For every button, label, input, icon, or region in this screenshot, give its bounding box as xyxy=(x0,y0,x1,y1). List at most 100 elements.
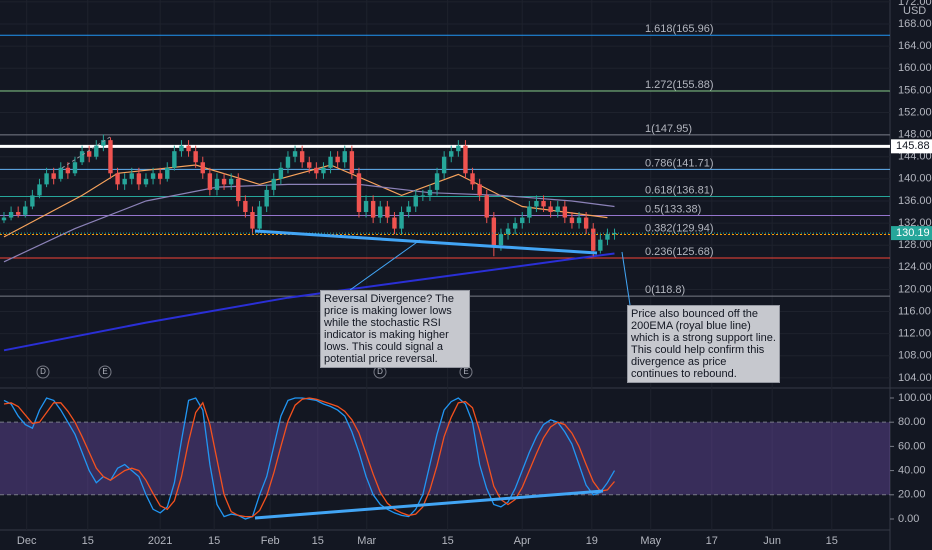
candle-body xyxy=(221,178,227,185)
candle-body xyxy=(349,151,355,174)
candle-body xyxy=(179,145,184,152)
candle-body xyxy=(108,140,113,174)
candle-body xyxy=(441,156,447,174)
fib-label: 0.236(125.68) xyxy=(645,246,714,258)
y-tick-label: 112.00 xyxy=(898,328,931,340)
candle-body xyxy=(449,151,454,157)
candle-body xyxy=(86,151,92,157)
fib-label: 1.618(165.96) xyxy=(645,23,714,35)
candle-body xyxy=(512,223,518,229)
pointer xyxy=(621,251,631,306)
y-tick-label: 128.00 xyxy=(898,239,932,251)
y-tick-label: 168.00 xyxy=(898,18,932,30)
event-label: D xyxy=(377,367,383,376)
y-tick-label: 40.00 xyxy=(898,464,926,476)
candle-body xyxy=(591,228,596,251)
candle-body xyxy=(228,178,234,185)
candle-body xyxy=(101,140,106,146)
y-tick-label: 124.00 xyxy=(898,261,932,273)
candle-body xyxy=(136,173,142,185)
candle-body xyxy=(527,206,532,218)
candle-body xyxy=(150,173,156,179)
candle-body xyxy=(342,151,347,163)
event-label: D xyxy=(40,367,46,376)
candle-body xyxy=(612,233,617,235)
candle-body xyxy=(498,234,504,246)
candle-body xyxy=(548,206,553,213)
candle-body xyxy=(200,162,205,174)
x-tick-label: Dec xyxy=(17,535,37,547)
candle-body xyxy=(505,228,511,235)
candle-body xyxy=(363,200,369,213)
candle-body xyxy=(51,173,56,179)
candle-body xyxy=(321,167,326,174)
candle-body xyxy=(583,217,589,229)
candle-body xyxy=(370,200,376,218)
candle-body xyxy=(94,145,99,157)
y-tick-label: 144.00 xyxy=(898,151,932,163)
annotation: Price also bounced off the 200EMA (royal… xyxy=(627,305,780,383)
candle-body xyxy=(58,167,63,179)
y-tick-label: 156.00 xyxy=(898,84,932,96)
trend-line xyxy=(254,229,598,255)
candle-body xyxy=(15,212,21,215)
candle-body xyxy=(328,156,333,168)
candle-body xyxy=(250,212,255,229)
fib-label: 0.382(129.94) xyxy=(645,222,714,234)
candle-body xyxy=(79,151,85,163)
candle-body xyxy=(186,145,191,152)
candle-body xyxy=(534,200,539,207)
candle-body xyxy=(193,151,198,163)
candle-body xyxy=(157,173,163,179)
price-badge xyxy=(891,139,932,154)
candle-body xyxy=(30,195,35,207)
fib-label: 0(118.8) xyxy=(645,284,685,296)
candle-body xyxy=(44,173,49,185)
candle-body xyxy=(1,217,7,221)
trend-line xyxy=(61,136,111,169)
x-tick-label: 2021 xyxy=(148,535,172,547)
candle-body xyxy=(37,184,42,196)
candle-body xyxy=(576,217,582,224)
y-tick-label: 116.00 xyxy=(898,305,931,317)
candle-body xyxy=(555,206,560,213)
candle-body xyxy=(335,156,340,163)
candle-body xyxy=(122,178,127,185)
x-tick-label: 15 xyxy=(442,535,454,547)
candle-body xyxy=(427,189,433,196)
y-tick-label: 0.00 xyxy=(898,513,919,525)
candle-body xyxy=(8,212,14,218)
candle-body xyxy=(285,156,291,168)
annotation: Reversal Divergence? The price is making… xyxy=(320,290,470,368)
y-tick-label: 172.00 xyxy=(898,0,932,8)
y-tick-label: 104.00 xyxy=(898,372,932,384)
y-tick-label: 120.00 xyxy=(898,283,932,295)
candle-body xyxy=(406,206,411,213)
fib-label: 0.618(136.81) xyxy=(645,184,714,196)
pointer xyxy=(349,239,421,291)
y-tick-label: 20.00 xyxy=(898,489,926,501)
y-tick-label: 160.00 xyxy=(898,62,932,74)
price-badge xyxy=(891,226,932,241)
trend-line xyxy=(254,489,604,520)
candle-body xyxy=(292,151,298,157)
candle-body xyxy=(413,195,418,207)
x-tick-label: 17 xyxy=(706,535,718,547)
indicator-line xyxy=(3,252,615,352)
event-label: E xyxy=(102,367,107,376)
candle-body xyxy=(314,167,319,174)
candle-body xyxy=(243,200,248,213)
candle-body xyxy=(562,206,568,218)
y-tick-label: 148.00 xyxy=(898,129,932,141)
fib-label: 1(147.95) xyxy=(645,123,692,135)
candle-body xyxy=(165,167,170,179)
candle-body xyxy=(271,178,276,190)
event-label: E xyxy=(463,367,468,376)
event-marker xyxy=(98,365,112,379)
event-marker xyxy=(36,365,50,379)
candle-body xyxy=(143,178,149,185)
candle-body xyxy=(236,178,241,201)
candle-body xyxy=(463,145,468,174)
x-tick-label: Mar xyxy=(357,535,376,547)
y-tick-label: 136.00 xyxy=(898,195,932,207)
